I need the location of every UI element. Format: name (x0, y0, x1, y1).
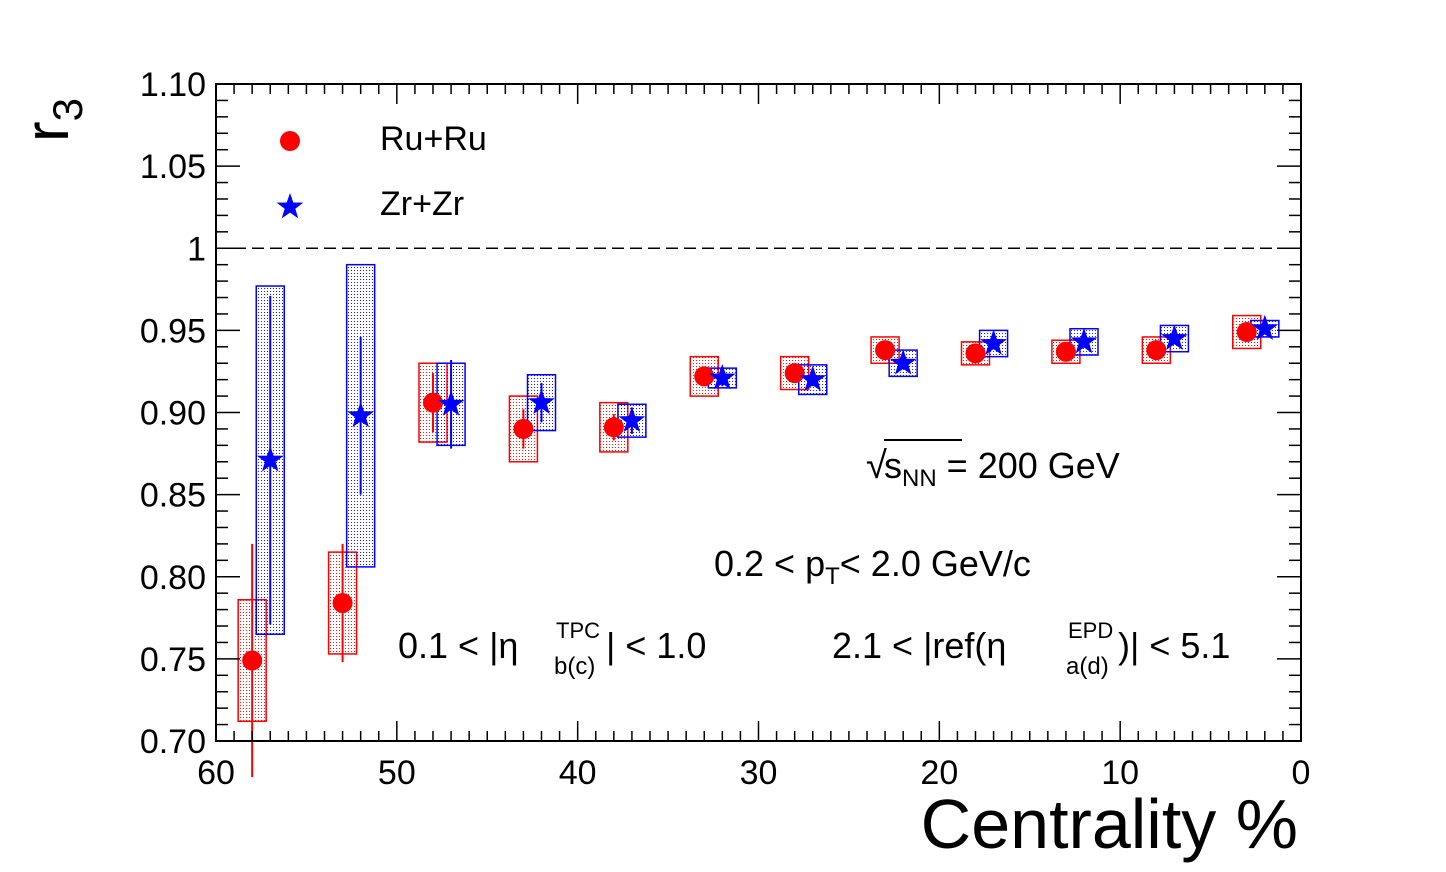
legend-marker-zr (276, 193, 304, 219)
data-point-zr (256, 446, 284, 472)
data-point-zr (618, 406, 646, 433)
y-axis-title-subscript: 3 (44, 98, 91, 121)
epd-post: )| < 5.1 (1118, 625, 1230, 666)
x-axis-title: Centrality % (921, 785, 1298, 863)
data-point-ru (1236, 322, 1257, 343)
data-point-zr (980, 329, 1007, 355)
data-point-ru (242, 650, 263, 671)
data-point-ru (423, 392, 443, 413)
tpc-subscript: b(c) (554, 653, 595, 680)
y-tick-label: 0.90 (140, 395, 206, 433)
data-point-ru (1146, 340, 1167, 361)
legend-label-zr: Zr+Zr (380, 185, 464, 223)
energy-sqrt-sign: √ (866, 445, 887, 487)
x-tick-label: 10 (1101, 754, 1139, 792)
annotation-epd: 2.1 < |ref(η EPD a(d) )| < 5.1 (832, 618, 1230, 680)
legend-marker-ru (280, 131, 300, 151)
pt-pre: 0.2 < p (714, 543, 825, 584)
data-point-ru (1055, 341, 1076, 362)
annotation-tpc: 0.1 < |η TPC b(c) | < 1.0 (398, 618, 706, 680)
y-tick-label: 1.10 (140, 66, 206, 104)
x-tick-label: 20 (920, 754, 958, 792)
data-point-ru (513, 418, 534, 439)
y-tick-label: 1 (187, 230, 206, 268)
y-axis-title-main: r (13, 121, 82, 142)
data-point-zr (1070, 327, 1098, 354)
data-point-ru (332, 593, 353, 614)
y-tick-label: 1.05 (140, 148, 206, 186)
energy-subscript: NN (902, 465, 937, 492)
annotation-energy: √ sNN = 200 GeV (866, 439, 1120, 492)
data-point-zr (437, 390, 465, 416)
y-tick-label: 0.95 (140, 312, 206, 350)
y-tick-label: 0.80 (140, 559, 206, 597)
legend: Ru+Ru Zr+Zr (276, 120, 487, 223)
pt-subscript: T (825, 563, 840, 590)
tpc-post: | < 1.0 (606, 625, 706, 666)
pt-post: < 2.0 GeV/c (840, 543, 1031, 584)
x-tick-label: 0 (1292, 754, 1311, 792)
energy-value: = 200 GeV (937, 445, 1120, 486)
data-point-ru (603, 417, 624, 438)
x-tick-label: 60 (197, 754, 235, 792)
y-tick-label: 0.85 (140, 477, 206, 515)
data-point-zr (1251, 314, 1279, 341)
data-point-ru (875, 340, 896, 361)
data-point-zr (1161, 324, 1188, 350)
tpc-pre: 0.1 < |η (398, 625, 518, 666)
x-tick-label: 50 (378, 754, 416, 792)
energy-s: s (884, 445, 902, 486)
data-point-ru (694, 366, 715, 387)
y-tick-label: 0.70 (140, 723, 206, 761)
epd-subscript: a(d) (1066, 653, 1109, 680)
data-point-zr (347, 401, 374, 428)
data-point-zr (889, 349, 917, 375)
x-tick-label: 30 (740, 754, 778, 792)
annotation-pt: 0.2 < pT< 2.0 GeV/c (714, 543, 1031, 590)
epd-superscript: EPD (1068, 618, 1113, 643)
legend-label-ru: Ru+Ru (380, 120, 487, 158)
y-tick-label: 0.75 (140, 641, 206, 679)
x-tick-label: 40 (559, 754, 597, 792)
data-point-zr (528, 388, 555, 414)
energy-text: sNN = 200 GeV (884, 445, 1120, 492)
y-axis-title: r3 (13, 98, 91, 142)
tpc-superscript: TPC (556, 618, 600, 643)
data-point-zr (709, 364, 736, 390)
data-point-ru (784, 363, 805, 384)
data-point-ru (965, 343, 986, 364)
epd-pre: 2.1 < |ref(η (832, 625, 1006, 666)
data-point-zr (799, 365, 827, 391)
